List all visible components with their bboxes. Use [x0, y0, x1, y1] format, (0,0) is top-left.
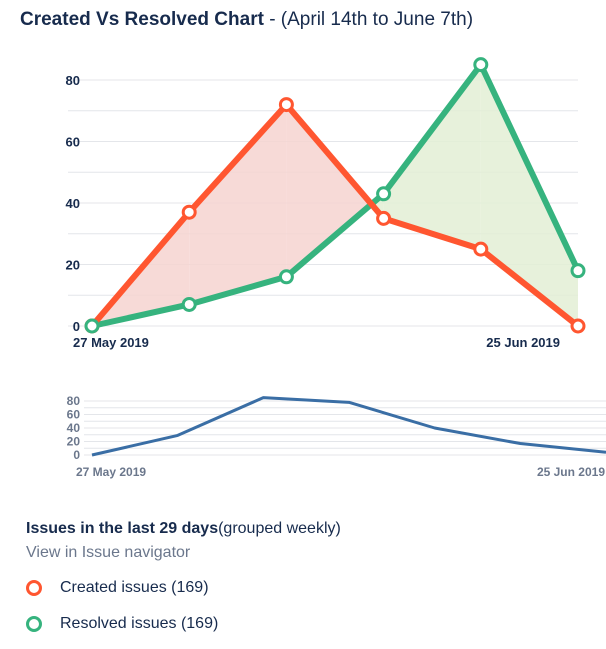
legend-item-resolved[interactable]: Resolved issues (169): [26, 612, 218, 636]
difference-area: [383, 64, 481, 250]
resolved-point: [376, 186, 392, 202]
difference-area: [480, 64, 578, 326]
created-marker-icon: [26, 580, 42, 596]
y-tick-label: 0: [73, 319, 80, 334]
created-series-line: [89, 101, 580, 329]
created-point: [181, 204, 197, 220]
legend-label-resolved: Resolved issues (169): [60, 615, 219, 632]
issue-navigator-link[interactable]: View in Issue navigator: [26, 544, 191, 561]
created-point: [376, 210, 392, 226]
created-point: [278, 97, 294, 113]
y-tick-label: 20: [66, 258, 80, 273]
summary-heading-strong: Issues in the last 29 days: [26, 520, 219, 537]
difference-area: [189, 104, 287, 305]
legend-item-created[interactable]: Created issues (169): [26, 576, 218, 600]
y-tick-label: 80: [66, 73, 80, 88]
resolved-point: [278, 269, 294, 285]
overview-y-tick-label: 0: [73, 448, 80, 462]
created-point: [570, 318, 586, 334]
resolved-point: [570, 263, 586, 279]
resolved-point: [84, 318, 100, 334]
overview-x-tick-label: 27 May 2019: [76, 465, 146, 479]
overview-y-tick-label: 60: [67, 408, 81, 422]
overview-y-tick-label: 20: [67, 435, 81, 449]
summary-heading-grouping: (grouped weekly): [218, 520, 341, 537]
x-tick-label: 27 May 2019: [73, 335, 149, 350]
overview-y-tick-label: 40: [67, 421, 81, 435]
difference-area: [286, 104, 372, 277]
chart-title-range: - (April 14th to June 7th): [263, 9, 474, 30]
legend-label-created: Created issues (169): [60, 579, 209, 596]
summary-heading: Issues in the last 29 days(grouped weekl…: [26, 520, 341, 538]
chart-title: Created Vs Resolved Chart - (April 14th …: [20, 9, 473, 31]
legend: Created issues (169) Resolved issues (16…: [26, 576, 218, 648]
overview-x-tick-label: 25 Jun 2019: [537, 465, 605, 479]
overview-y-tick-label: 80: [67, 394, 81, 408]
main-chart: 0 20 40 60 80 27 May 2019 25 Jun 2019: [66, 57, 586, 350]
resolved-point: [181, 296, 197, 312]
created-point: [473, 241, 489, 257]
x-tick-label: 25 Jun 2019: [486, 335, 560, 350]
resolved-marker-icon: [26, 616, 42, 632]
summary: Issues in the last 29 days(grouped weekl…: [26, 520, 341, 562]
y-tick-label: 60: [66, 135, 80, 150]
resolved-point: [473, 57, 489, 73]
overview-series-line: [91, 396, 606, 457]
resolved-series-line: [91, 61, 581, 329]
y-tick-label: 40: [66, 196, 80, 211]
chart-title-main: Created Vs Resolved Chart: [20, 9, 264, 30]
